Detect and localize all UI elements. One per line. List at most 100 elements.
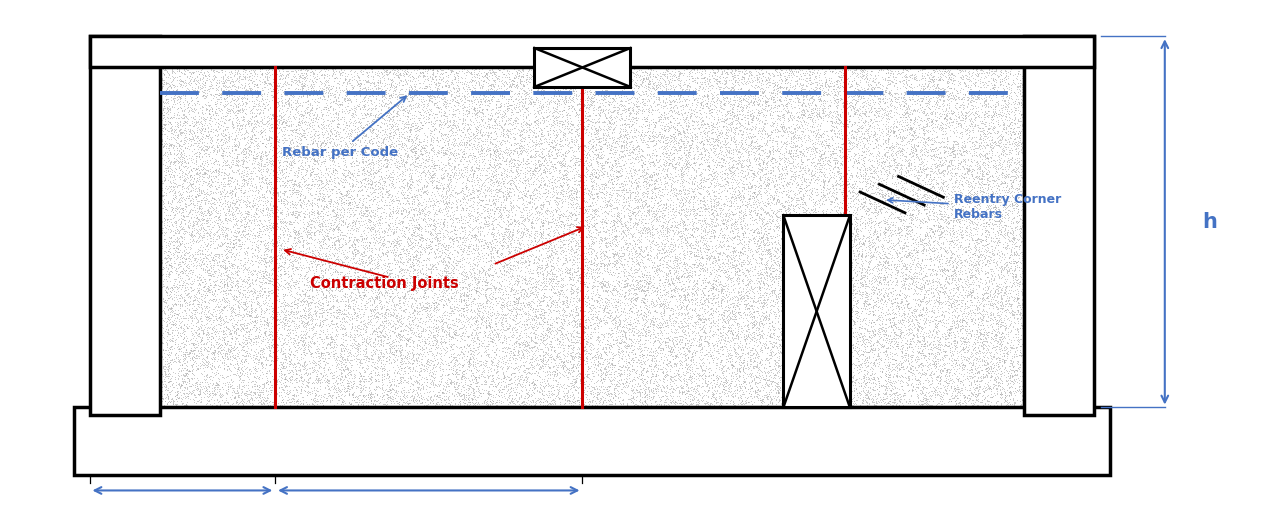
Point [241,75,261,84]
Point [966,147,987,156]
Point [140,155,160,163]
Point [933,199,954,207]
Point [744,188,764,196]
Point [128,290,148,298]
Point [338,96,358,104]
Point [782,448,803,456]
Point [965,116,986,125]
Point [154,141,174,149]
Point [1065,56,1085,64]
Point [239,390,260,398]
Point [430,111,451,119]
Point [544,421,564,429]
Point [1060,90,1080,99]
Point [646,459,667,468]
Point [468,461,489,470]
Point [317,203,338,211]
Point [806,306,827,315]
Point [148,372,169,380]
Point [942,307,963,315]
Point [632,350,653,358]
Point [193,160,214,169]
Point [168,387,188,395]
Point [1034,343,1055,351]
Point [593,61,613,69]
Point [234,425,255,433]
Point [355,202,375,210]
Point [367,127,388,135]
Point [440,58,461,66]
Point [690,196,710,204]
Point [447,456,467,464]
Point [566,170,586,178]
Point [676,204,696,213]
Point [97,454,118,462]
Point [658,275,678,283]
Point [192,329,212,337]
Point [639,206,659,214]
Point [371,395,392,403]
Point [737,246,758,254]
Point [525,160,545,168]
Point [298,345,319,353]
Point [444,329,465,337]
Point [781,66,801,75]
Point [1018,155,1038,163]
Point [881,457,901,465]
Point [225,310,246,319]
Point [224,87,244,95]
Point [422,121,443,130]
Point [357,203,378,211]
Point [535,281,556,290]
Point [753,197,773,205]
Point [228,170,248,178]
Point [1050,376,1070,385]
Point [572,137,593,145]
Point [191,312,211,320]
Point [851,411,872,419]
Point [119,360,140,368]
Point [195,145,215,153]
Point [883,385,904,393]
Point [867,120,887,128]
Point [210,437,230,445]
Point [285,266,306,275]
Point [95,187,115,196]
Point [83,289,104,297]
Point [558,105,579,114]
Point [530,301,550,309]
Point [974,132,995,140]
Point [888,168,909,176]
Point [383,444,403,453]
Point [920,279,941,287]
Point [1051,86,1071,94]
Point [588,416,608,425]
Point [719,123,740,131]
Point [978,276,998,284]
Point [570,84,590,92]
Point [663,133,684,141]
Point [269,45,289,53]
Point [323,229,343,238]
Point [102,388,123,397]
Point [672,97,692,105]
Point [198,55,219,63]
Point [841,214,861,223]
Point [913,176,933,184]
Point [660,190,681,199]
Point [684,374,704,383]
Point [506,249,526,257]
Point [234,98,255,106]
Point [667,61,687,70]
Point [314,392,334,401]
Point [1068,178,1088,186]
Point [329,448,349,456]
Point [490,432,511,440]
Point [540,133,561,141]
Point [794,267,814,276]
Point [673,143,694,151]
Point [769,364,790,372]
Point [284,105,305,113]
Point [596,267,617,275]
Point [294,126,315,134]
